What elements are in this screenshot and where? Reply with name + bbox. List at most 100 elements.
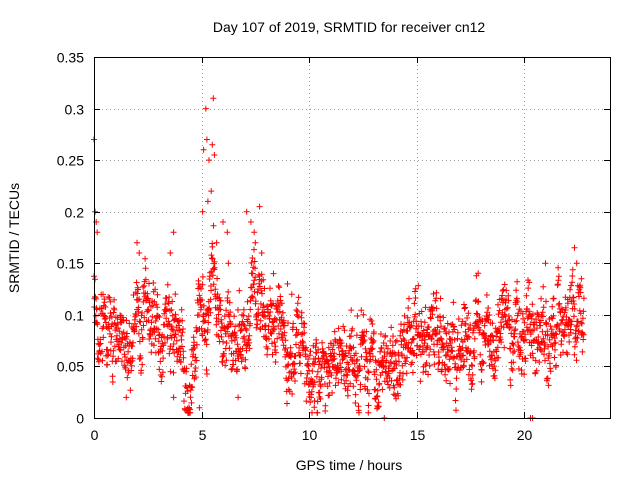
data-point bbox=[117, 347, 124, 354]
data-point bbox=[344, 372, 351, 379]
data-point bbox=[129, 355, 136, 362]
data-point bbox=[200, 146, 207, 153]
data-point bbox=[272, 343, 279, 350]
data-point bbox=[199, 273, 206, 280]
data-point bbox=[384, 378, 391, 385]
data-point bbox=[245, 313, 252, 320]
data-point bbox=[562, 304, 569, 311]
data-point bbox=[251, 258, 258, 265]
data-point bbox=[556, 300, 563, 307]
data-point bbox=[110, 347, 117, 354]
data-point bbox=[267, 309, 274, 315]
data-point bbox=[391, 365, 398, 372]
data-point bbox=[199, 208, 206, 215]
data-point bbox=[578, 275, 585, 282]
data-point bbox=[543, 320, 550, 327]
data-point bbox=[551, 354, 558, 361]
x-axis-label: GPS time / hours bbox=[296, 457, 403, 473]
data-point bbox=[385, 381, 392, 388]
data-point bbox=[158, 373, 165, 380]
data-point bbox=[264, 351, 271, 358]
data-point bbox=[109, 379, 116, 385]
data-point bbox=[280, 342, 287, 349]
data-point bbox=[345, 361, 352, 368]
data-point bbox=[118, 358, 125, 365]
data-point bbox=[553, 331, 560, 338]
data-point bbox=[349, 356, 355, 363]
data-point bbox=[280, 317, 287, 324]
data-point bbox=[441, 325, 448, 331]
data-point bbox=[168, 306, 175, 313]
data-point bbox=[532, 357, 539, 364]
data-point bbox=[510, 341, 517, 348]
data-point bbox=[322, 402, 329, 409]
data-point bbox=[157, 358, 164, 365]
data-point bbox=[122, 366, 129, 372]
data-point bbox=[511, 348, 518, 355]
data-point bbox=[241, 322, 248, 329]
data-point bbox=[390, 333, 396, 340]
data-point bbox=[257, 317, 264, 324]
data-point bbox=[178, 306, 185, 313]
data-point bbox=[369, 321, 376, 327]
data-point bbox=[442, 371, 449, 378]
data-point bbox=[172, 291, 179, 298]
data-point bbox=[392, 339, 399, 345]
data-point bbox=[527, 331, 534, 338]
data-point bbox=[403, 370, 410, 377]
data-point bbox=[481, 322, 488, 329]
data-point bbox=[571, 305, 578, 312]
data-point bbox=[485, 305, 492, 311]
data-point bbox=[376, 380, 383, 387]
data-point bbox=[452, 397, 459, 404]
data-point bbox=[404, 328, 411, 334]
data-point bbox=[471, 335, 478, 342]
data-point bbox=[96, 341, 103, 348]
data-point bbox=[292, 369, 299, 376]
data-point bbox=[443, 352, 450, 358]
data-point bbox=[404, 344, 411, 351]
data-point bbox=[135, 304, 142, 311]
data-point bbox=[106, 294, 113, 301]
data-point bbox=[425, 371, 432, 378]
data-point bbox=[552, 330, 559, 337]
data-point bbox=[435, 349, 442, 355]
data-point bbox=[266, 315, 273, 322]
data-point bbox=[149, 313, 156, 320]
data-point bbox=[114, 332, 120, 339]
data-point bbox=[393, 362, 400, 368]
data-point bbox=[580, 295, 587, 302]
data-point bbox=[465, 345, 472, 352]
data-point bbox=[461, 336, 468, 343]
data-point bbox=[265, 323, 272, 330]
data-point bbox=[501, 281, 508, 288]
data-point bbox=[224, 229, 231, 236]
data-point bbox=[365, 402, 372, 409]
data-point bbox=[545, 382, 552, 389]
data-point bbox=[540, 304, 547, 311]
data-point bbox=[353, 358, 360, 364]
data-point bbox=[354, 313, 361, 319]
data-point bbox=[152, 335, 159, 342]
data-point bbox=[558, 306, 565, 313]
data-point bbox=[208, 287, 215, 294]
data-point bbox=[305, 356, 312, 363]
data-point bbox=[578, 319, 585, 326]
data-point bbox=[367, 350, 374, 357]
data-point bbox=[317, 395, 324, 402]
data-point bbox=[451, 336, 458, 343]
data-point bbox=[124, 330, 130, 337]
data-point bbox=[409, 369, 416, 376]
data-point bbox=[213, 321, 220, 328]
data-point bbox=[465, 310, 472, 317]
data-point bbox=[122, 354, 128, 360]
data-point bbox=[408, 322, 415, 329]
data-point bbox=[469, 362, 476, 369]
data-point bbox=[495, 311, 502, 318]
data-point bbox=[576, 293, 582, 300]
data-point bbox=[574, 322, 581, 329]
data-point bbox=[529, 311, 536, 318]
data-point bbox=[505, 313, 512, 319]
data-point bbox=[193, 341, 200, 348]
data-point bbox=[248, 259, 255, 266]
